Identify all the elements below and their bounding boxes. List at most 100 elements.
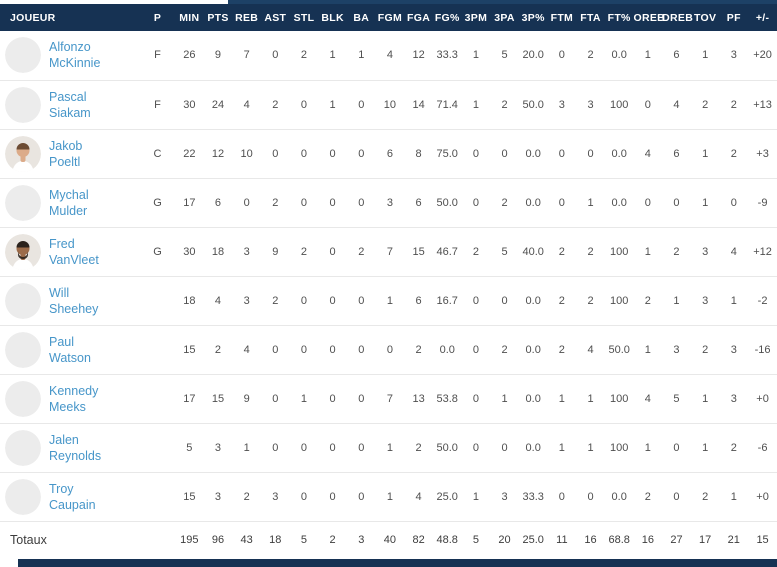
stat-tov: 3 [690, 276, 720, 326]
player-last-name: Caupain [49, 497, 96, 512]
stat-fgm: 7 [375, 227, 405, 277]
totals-stat-ft-pct: 68.8 [608, 533, 630, 546]
player-cell: Jalen Reynolds [0, 423, 140, 473]
stat-tov: 1 [690, 31, 720, 81]
totals-stat-ast: 18 [269, 533, 282, 546]
stat-ft-pct: 0.0 [604, 472, 634, 522]
player-name-link[interactable]: Paul Watson [49, 334, 91, 366]
col-header-joueur: JOUEUR [0, 4, 140, 31]
col-header-plus-minus: +/- [748, 4, 777, 31]
stat-3p-pct: 40.0 [518, 227, 548, 277]
totals-row-group: Totaux 195 96 43 18 5 2 3 40 82 48.8 5 20 25.0 11 16 68… [0, 521, 777, 558]
player-name-link[interactable]: Jalen Reynolds [49, 432, 101, 464]
stat-ftm: 0 [547, 178, 577, 228]
player-avatar[interactable] [5, 86, 41, 123]
stat-ftm: 1 [547, 374, 577, 424]
stat-blk: 0 [318, 325, 347, 375]
player-avatar[interactable] [5, 380, 41, 417]
stat-fta: 1 [576, 423, 605, 473]
player-name-link[interactable]: Kennedy Meeks [49, 383, 98, 415]
stat-3pa: 2 [490, 325, 519, 375]
player-name-link[interactable]: Mychal Mulder [49, 187, 89, 219]
player-cell: Alfonzo McKinnie [0, 31, 140, 81]
stat-tov: 2 [690, 80, 720, 130]
col-header-pts: PTS [203, 4, 233, 31]
stat-fta: 2 [576, 31, 605, 81]
player-row: Jakob Poeltl C 22 12 10 0 0 0 0 6 8 75.0 0 0 0.0 0 0 0.0 4 6… [0, 129, 777, 179]
player-row: Fred VanVleet G 30 18 3 9 2 0 2 7 15 46.7 2 5 40.0 2 2 100… [0, 227, 777, 277]
player-name-link[interactable]: Pascal Siakam [49, 89, 91, 121]
stat-ast: 2 [260, 80, 290, 130]
stat-dreb: 0 [662, 423, 691, 473]
player-last-name: Watson [49, 350, 91, 365]
stat-3p-pct: 33.3 [518, 472, 548, 522]
player-name-link[interactable]: Jakob Poeltl [49, 138, 82, 170]
stat-fga: 2 [404, 325, 433, 375]
player-cell: Pascal Siakam [0, 80, 140, 130]
stat-3p-pct: 20.0 [518, 31, 548, 81]
col-header-fta: FTA [576, 4, 605, 31]
player-avatar[interactable] [5, 184, 41, 221]
totals-stat-stl: 5 [300, 533, 308, 546]
player-row: Pascal Siakam F 30 24 4 2 0 1 0 10 14 71.4 1 2 50.0 3 3 10… [0, 80, 777, 130]
stat-stl: 0 [289, 129, 319, 179]
box-score-table: JOUEUR P MIN PTS REB AST STL BLK BA FGM FGA FG% 3PM 3… [0, 4, 777, 558]
col-header-tov: TOV [690, 4, 720, 31]
stat-fta: 2 [576, 227, 605, 277]
stat-min: 5 [175, 423, 204, 473]
player-name-link[interactable]: Will Sheehey [49, 285, 98, 317]
player-name-link[interactable]: Troy Caupain [49, 481, 96, 513]
stat-3pm: 0 [461, 178, 491, 228]
stat-ft-pct: 100 [604, 80, 634, 130]
stat-3pm: 2 [461, 227, 491, 277]
stat-tov: 1 [690, 374, 720, 424]
stat-plus-minus: +20 [748, 31, 777, 81]
totals-stat-fgm: 40 [383, 533, 397, 546]
stat-fga: 14 [404, 80, 433, 130]
player-avatar[interactable] [5, 135, 41, 172]
totals-stat-tov: 17 [699, 533, 712, 546]
stat-fgm: 1 [375, 423, 405, 473]
player-cell: Jakob Poeltl [0, 129, 140, 179]
stat-blk: 0 [318, 423, 347, 473]
player-avatar[interactable] [5, 37, 41, 74]
stat-ftm: 0 [547, 31, 577, 81]
stat-ba: 0 [346, 129, 376, 179]
stat-dreb: 3 [662, 325, 691, 375]
stat-reb: 0 [232, 178, 261, 228]
player-name-link[interactable]: Fred VanVleet [49, 236, 99, 268]
stat-blk: 0 [318, 276, 347, 326]
player-first-name: Paul [49, 334, 75, 349]
player-position [140, 472, 175, 522]
totals-stat-ba: 3 [358, 533, 365, 546]
player-avatar[interactable] [5, 282, 41, 319]
stat-min: 17 [175, 178, 204, 228]
player-avatar[interactable] [5, 478, 41, 515]
col-header-blk: BLK [318, 4, 347, 31]
stat-ba: 0 [346, 80, 376, 130]
stat-pts: 18 [203, 227, 233, 277]
stat-3pa: 2 [490, 80, 519, 130]
totals-stat-ftm: 11 [556, 533, 568, 546]
col-header-ft-pct: FT% [604, 4, 634, 31]
player-avatar[interactable] [5, 233, 41, 270]
player-row: Kennedy Meeks 17 15 9 0 1 0 0 7 13 53.8 0 1 0.0 1 1 100 4 5… [0, 374, 777, 424]
player-last-name: Siakam [49, 105, 91, 120]
totals-stat-3pa: 20 [498, 533, 511, 546]
stat-dreb: 0 [662, 178, 691, 228]
player-avatar[interactable] [5, 429, 41, 466]
player-last-name: Sheehey [49, 301, 99, 316]
stat-oreb: 2 [633, 472, 663, 522]
totals-stat-blk: 2 [329, 533, 336, 546]
stat-min: 26 [175, 31, 204, 81]
stat-fga: 6 [404, 178, 433, 228]
stat-fg-pct: 0.0 [432, 325, 462, 375]
player-avatar[interactable] [5, 331, 41, 368]
stat-dreb: 5 [662, 374, 691, 424]
stat-ft-pct: 100 [604, 276, 634, 326]
stat-3pa: 5 [490, 31, 519, 81]
stat-pts: 12 [203, 129, 233, 179]
player-first-name: Kennedy [49, 383, 99, 398]
player-name-link[interactable]: Alfonzo McKinnie [49, 39, 100, 71]
stat-blk: 0 [318, 178, 347, 228]
